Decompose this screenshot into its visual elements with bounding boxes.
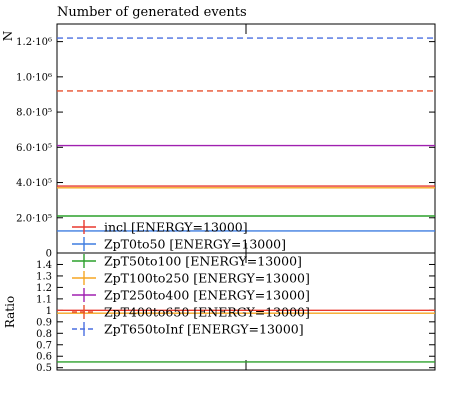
ratio-ytick-label: 1.1 xyxy=(36,294,52,305)
legend: incl [ENERGY=13000] ZpT0to50 [ENERGY=1300… xyxy=(72,220,310,337)
legend-entry: incl [ENERGY=13000] xyxy=(104,220,248,235)
legend-entry: ZpT400to650 [ENERGY=13000] xyxy=(104,305,310,320)
legend-entry: ZpT100to250 [ENERGY=13000] xyxy=(104,271,310,286)
ratio-ytick-label: 0.7 xyxy=(36,340,52,351)
legend-entry: ZpT250to400 [ENERGY=13000] xyxy=(104,288,310,303)
ratio-ytick-label: 1.2 xyxy=(36,283,52,294)
main-ytick-label: 6.0·10⁵ xyxy=(16,143,52,154)
main-ytick-label: 0 xyxy=(46,249,52,260)
ratio-ylabel: Ratio xyxy=(3,296,17,328)
ratio-ytick-label: 0.8 xyxy=(36,329,52,340)
ratio-ytick-label: 0.5 xyxy=(36,363,52,374)
main-ytick-label: 2.0·10⁵ xyxy=(16,213,52,224)
chart-title: Number of generated events xyxy=(57,5,247,20)
main-panel: 0 2.0·10⁵ 4.0·10⁵ 6.0·10⁵ 8.0·10⁵ 1.0·10⁶ 1.2·… xyxy=(1,23,436,260)
main-ytick-label: 8.0·10⁵ xyxy=(16,108,52,119)
legend-entry: ZpT650toInf [ENERGY=13000] xyxy=(104,322,304,337)
main-ytick-label: 4.0·10⁵ xyxy=(16,178,52,189)
ratio-ytick-label: 0.6 xyxy=(36,352,52,363)
main-ytick-label: 1.0·10⁶ xyxy=(16,72,52,83)
ratio-ytick-label: 1 xyxy=(46,306,52,317)
legend-entry: ZpT50to100 [ENERGY=13000] xyxy=(104,254,302,269)
legend-entry: ZpT0to50 [ENERGY=13000] xyxy=(104,237,286,252)
ratio-panel: 0.50.60.70.80.911.11.21.31.4 Ratio xyxy=(3,252,436,374)
ratio-ytick-label: 1.4 xyxy=(36,260,52,271)
main-ylabel: N xyxy=(1,31,15,42)
main-ytick-label: 1.2·10⁶ xyxy=(16,37,52,48)
ratio-ytick-label: 1.3 xyxy=(36,271,52,282)
ratio-ytick-label: 0.9 xyxy=(36,317,52,328)
